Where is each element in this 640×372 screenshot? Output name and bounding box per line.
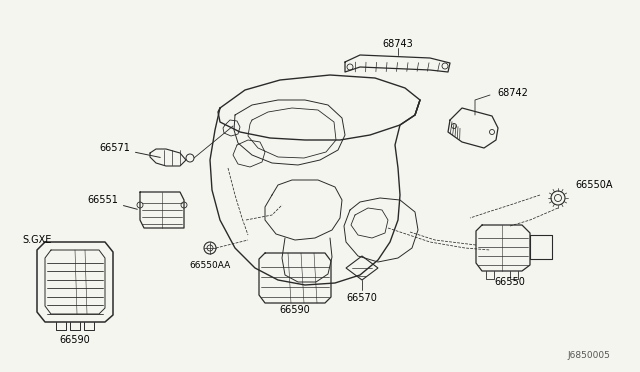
Text: 66570: 66570: [347, 293, 378, 303]
Text: 66550AA: 66550AA: [189, 260, 230, 269]
Text: 66571: 66571: [99, 143, 160, 157]
Text: 66551: 66551: [87, 195, 138, 209]
Text: 66590: 66590: [60, 335, 90, 345]
Text: S.GXE: S.GXE: [22, 235, 51, 245]
Text: 66550: 66550: [495, 277, 525, 287]
Text: 68742: 68742: [497, 88, 528, 98]
Text: 66590: 66590: [280, 305, 310, 315]
Text: 68743: 68743: [383, 39, 413, 49]
Text: J6850005: J6850005: [567, 350, 610, 359]
Text: 66550A: 66550A: [575, 180, 612, 190]
